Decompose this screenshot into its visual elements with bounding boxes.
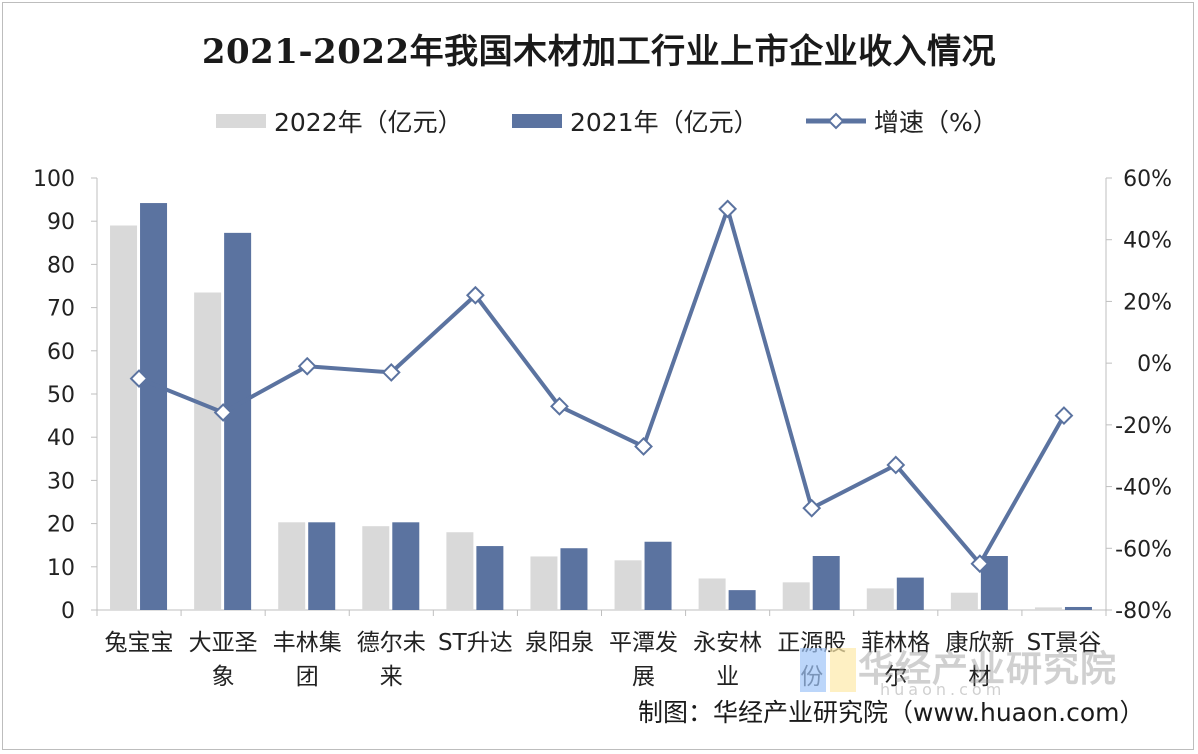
right-tick-label: -40% <box>1115 476 1172 501</box>
x-category-label: 象 <box>212 664 235 690</box>
x-category-label: 尔 <box>884 664 907 690</box>
growth-point-marker <box>465 285 485 305</box>
legend-label-2021: 2021年（亿元） <box>570 108 759 137</box>
right-tick-label: -20% <box>1115 414 1172 439</box>
bar-2021 <box>812 556 840 610</box>
x-category-label: 来 <box>380 664 403 690</box>
growth-point-marker <box>634 437 653 456</box>
bar-2021 <box>224 232 252 610</box>
source-footer: 制图：华经产业研究院（www.huaon.com） <box>638 698 1145 727</box>
bar-2022 <box>278 522 306 610</box>
legend-label-growth: 增速（%） <box>874 108 998 137</box>
chart-title: 2021-2022年我国木材加工行业上市企业收入情况 <box>201 32 997 72</box>
watermark-url: huaon.com <box>880 680 1006 699</box>
bar-2021 <box>560 548 588 610</box>
left-tick-label: 90 <box>47 210 75 235</box>
x-category-label: ST升达 <box>438 630 513 656</box>
x-category-label: 平潭发 <box>609 630 678 656</box>
growth-point-marker <box>886 455 906 475</box>
bar-2022 <box>110 225 138 610</box>
growth-point-marker <box>297 356 317 376</box>
x-category-label: 兔宝宝 <box>105 630 174 656</box>
left-tick-label: 80 <box>47 253 75 278</box>
bar-2022 <box>530 556 558 610</box>
bar-2021 <box>476 546 504 610</box>
x-category-label: 大亚圣 <box>189 630 258 656</box>
growth-point-marker <box>1054 406 1074 426</box>
bar-2022 <box>866 588 894 610</box>
legend-line-marker-icon <box>806 112 866 130</box>
bar-2021 <box>728 590 756 610</box>
watermark-text: 华经产业研究院 <box>858 649 1118 690</box>
legend-swatch-2022 <box>216 114 266 128</box>
bar-2021 <box>644 541 672 610</box>
left-tick-label: 10 <box>47 556 75 581</box>
bar-2022 <box>194 292 222 610</box>
legend-item-2022: 2022年（亿元） <box>216 104 463 138</box>
growth-point-marker <box>381 362 401 382</box>
growth-point-marker <box>550 396 569 416</box>
x-category-label: 团 <box>296 664 319 690</box>
bar-2022 <box>782 582 810 610</box>
legend-label-2022: 2022年（亿元） <box>274 108 463 137</box>
bar-2022 <box>698 578 726 610</box>
left-tick-label: 100 <box>33 167 75 192</box>
x-category-label: 丰林集 <box>273 630 342 656</box>
right-tick-label: 60% <box>1123 167 1172 192</box>
legend-item-growth: 增速（%） <box>806 104 998 138</box>
growth-point-marker <box>718 199 738 219</box>
bar-2022 <box>362 526 390 610</box>
x-category-label: 菲林格 <box>861 630 930 656</box>
x-category-label: ST景谷 <box>1027 630 1102 656</box>
x-category-label: 德尔未 <box>357 630 426 656</box>
right-tick-label: -60% <box>1115 537 1172 562</box>
growth-line <box>138 206 1066 566</box>
bar-2022 <box>614 560 642 610</box>
growth-point-marker <box>213 403 233 422</box>
right-tick-label: 20% <box>1123 290 1172 315</box>
legend: 2022年（亿元） 2021年（亿元） 增速（%） <box>0 104 1198 138</box>
x-category-label: 材 <box>968 664 991 690</box>
legend-item-2021: 2021年（亿元） <box>512 104 759 138</box>
x-category-label: 康欣新 <box>945 630 1014 656</box>
left-tick-label: 50 <box>47 383 75 408</box>
x-category-label: 泉阳泉 <box>525 630 594 656</box>
left-tick-label: 20 <box>47 513 75 538</box>
x-category-label: 业 <box>716 664 739 690</box>
left-tick-label: 70 <box>47 297 75 322</box>
x-category-label: 展 <box>632 664 655 690</box>
bar-2022 <box>950 592 978 610</box>
right-tick-label: 0% <box>1137 352 1172 377</box>
bar-2021 <box>140 203 168 610</box>
bar-2022 <box>446 532 474 610</box>
right-tick-label: -80% <box>1115 599 1172 624</box>
right-tick-label: 40% <box>1123 229 1172 254</box>
x-category-label: 永安林 <box>693 630 762 656</box>
left-tick-label: 30 <box>47 469 75 494</box>
growth-point-marker <box>129 369 149 388</box>
legend-swatch-2021 <box>512 114 562 128</box>
growth-point-marker <box>802 498 822 518</box>
bar-2021 <box>896 577 924 610</box>
watermark-logo-icon <box>800 648 856 692</box>
left-tick-label: 0 <box>61 599 75 624</box>
left-tick-label: 40 <box>47 426 75 451</box>
left-tick-label: 60 <box>47 340 75 365</box>
bar-2021 <box>1064 606 1092 610</box>
bar-2022 <box>1034 607 1062 610</box>
bar-2021 <box>308 522 336 610</box>
bar-2021 <box>392 522 420 610</box>
growth-point-marker <box>970 554 990 574</box>
